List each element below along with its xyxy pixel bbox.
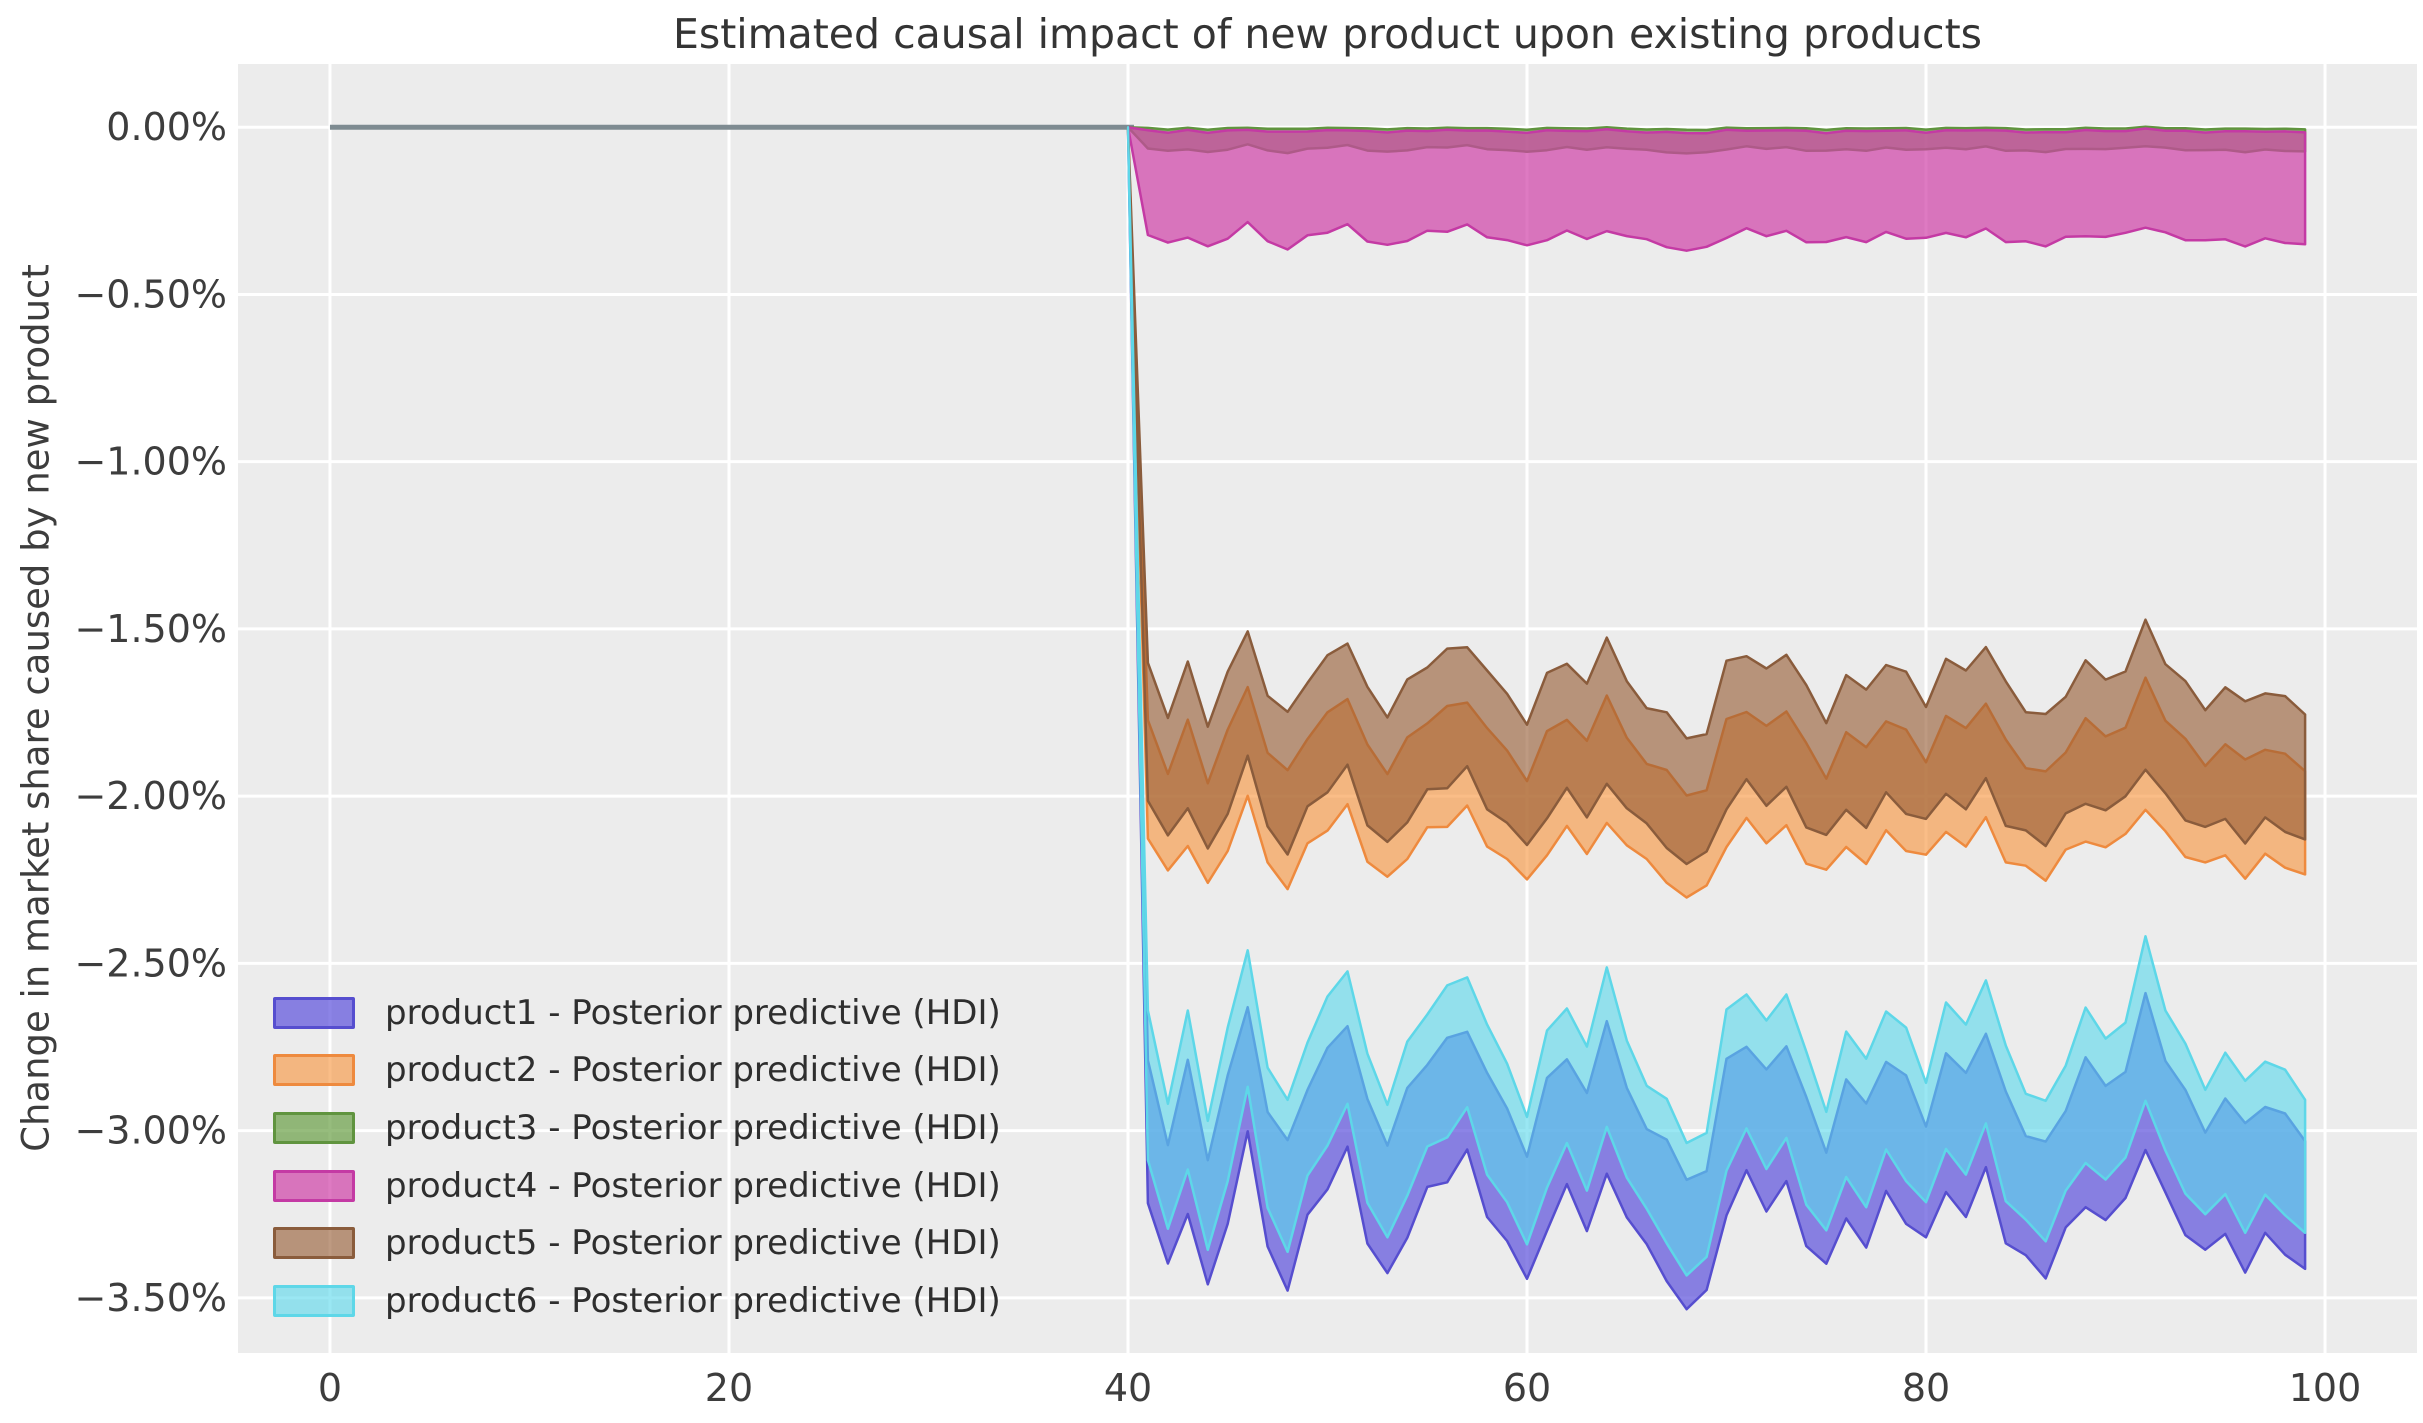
- x-tick-label: 60: [1503, 1366, 1551, 1410]
- legend-item-product1: product1 - Posterior predictive (HDI): [273, 984, 1001, 1042]
- chart-title: Estimated causal impact of new product u…: [672, 10, 1983, 58]
- legend-swatch-product1: [273, 996, 355, 1029]
- x-tick-label: 40: [1104, 1366, 1152, 1410]
- legend-item-product6: product6 - Posterior predictive (HDI): [273, 1272, 1001, 1330]
- y-tick-label: −2.50%: [74, 941, 227, 985]
- y-tick-label: −1.50%: [74, 607, 227, 651]
- y-tick-label: −0.50%: [74, 272, 227, 316]
- hdi-band-product6: [1126, 125, 2307, 1277]
- legend-swatch-product3: [273, 1111, 355, 1144]
- x-tick-label: 0: [318, 1366, 342, 1410]
- hdi-band-product4: [1126, 125, 2307, 252]
- y-tick-label: −3.50%: [74, 1276, 227, 1320]
- legend-item-product5: product5 - Posterior predictive (HDI): [273, 1214, 1001, 1272]
- y-tick-label: 0.00%: [106, 105, 227, 149]
- legend-item-product4: product4 - Posterior predictive (HDI): [273, 1157, 1001, 1215]
- legend-label-product3: product3 - Posterior predictive (HDI): [385, 1107, 1001, 1148]
- legend-swatch-product2: [273, 1054, 355, 1087]
- x-tick-label: 20: [705, 1366, 753, 1410]
- legend-label-product6: product6 - Posterior predictive (HDI): [385, 1280, 1001, 1321]
- legend-label-product4: product4 - Posterior predictive (HDI): [385, 1165, 1001, 1206]
- legend-swatch-product5: [273, 1227, 355, 1260]
- legend-swatch-product4: [273, 1169, 355, 1202]
- legend-swatch-product6: [273, 1284, 355, 1317]
- legend-label-product2: product2 - Posterior predictive (HDI): [385, 1050, 1001, 1091]
- y-axis-label: Change in market share caused by new pro…: [14, 264, 58, 1152]
- legend: product1 - Posterior predictive (HDI) pro…: [273, 984, 1001, 1330]
- legend-label-product1: product1 - Posterior predictive (HDI): [385, 992, 1001, 1033]
- legend-item-product3: product3 - Posterior predictive (HDI): [273, 1099, 1001, 1157]
- legend-label-product5: product5 - Posterior predictive (HDI): [385, 1223, 1001, 1264]
- y-tick-label: −3.00%: [74, 1109, 227, 1153]
- y-tick-label: −1.00%: [74, 440, 227, 484]
- hdi-band-product5: [1126, 125, 2307, 866]
- x-tick-label: 80: [1902, 1366, 1950, 1410]
- y-tick-label: −2.00%: [74, 774, 227, 818]
- legend-item-product2: product2 - Posterior predictive (HDI): [273, 1042, 1001, 1100]
- x-tick-label: 100: [2289, 1366, 2362, 1410]
